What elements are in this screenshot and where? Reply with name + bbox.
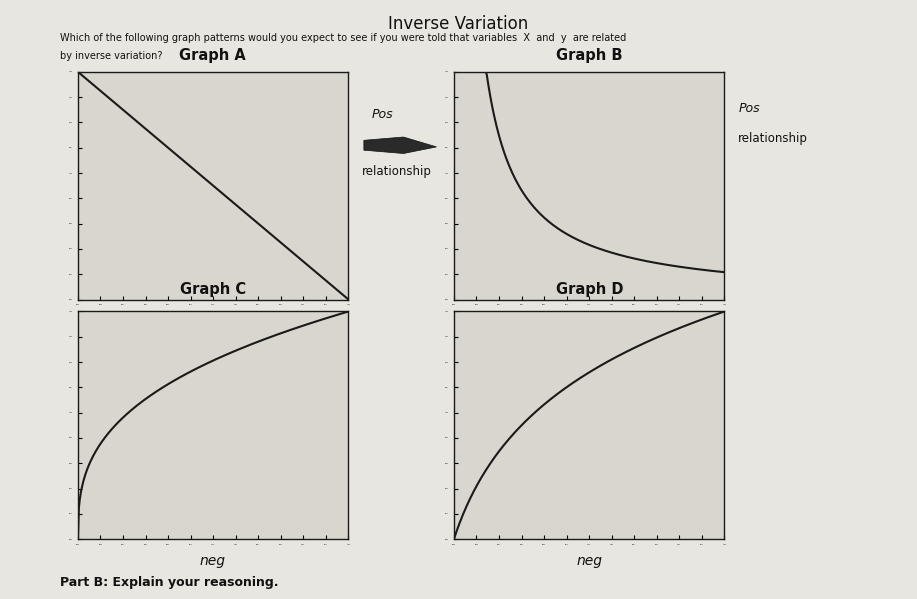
Polygon shape (364, 137, 436, 153)
Text: Graph C: Graph C (180, 282, 246, 297)
Text: Graph A: Graph A (180, 48, 246, 63)
Text: relationship: relationship (362, 165, 432, 178)
Text: neg: neg (577, 554, 602, 568)
Text: Part B: Explain your reasoning.: Part B: Explain your reasoning. (60, 576, 278, 589)
Text: Inverse Variation: Inverse Variation (389, 15, 528, 33)
Text: Which of the following graph patterns would you expect to see if you were told t: Which of the following graph patterns wo… (60, 33, 626, 43)
Text: Pos: Pos (371, 108, 393, 121)
Text: Graph D: Graph D (556, 282, 624, 297)
Text: relationship: relationship (738, 132, 808, 145)
Text: by inverse variation?: by inverse variation? (60, 51, 162, 61)
Text: Graph B: Graph B (557, 48, 623, 63)
Text: neg: neg (200, 554, 226, 568)
Text: Pos: Pos (738, 102, 760, 115)
